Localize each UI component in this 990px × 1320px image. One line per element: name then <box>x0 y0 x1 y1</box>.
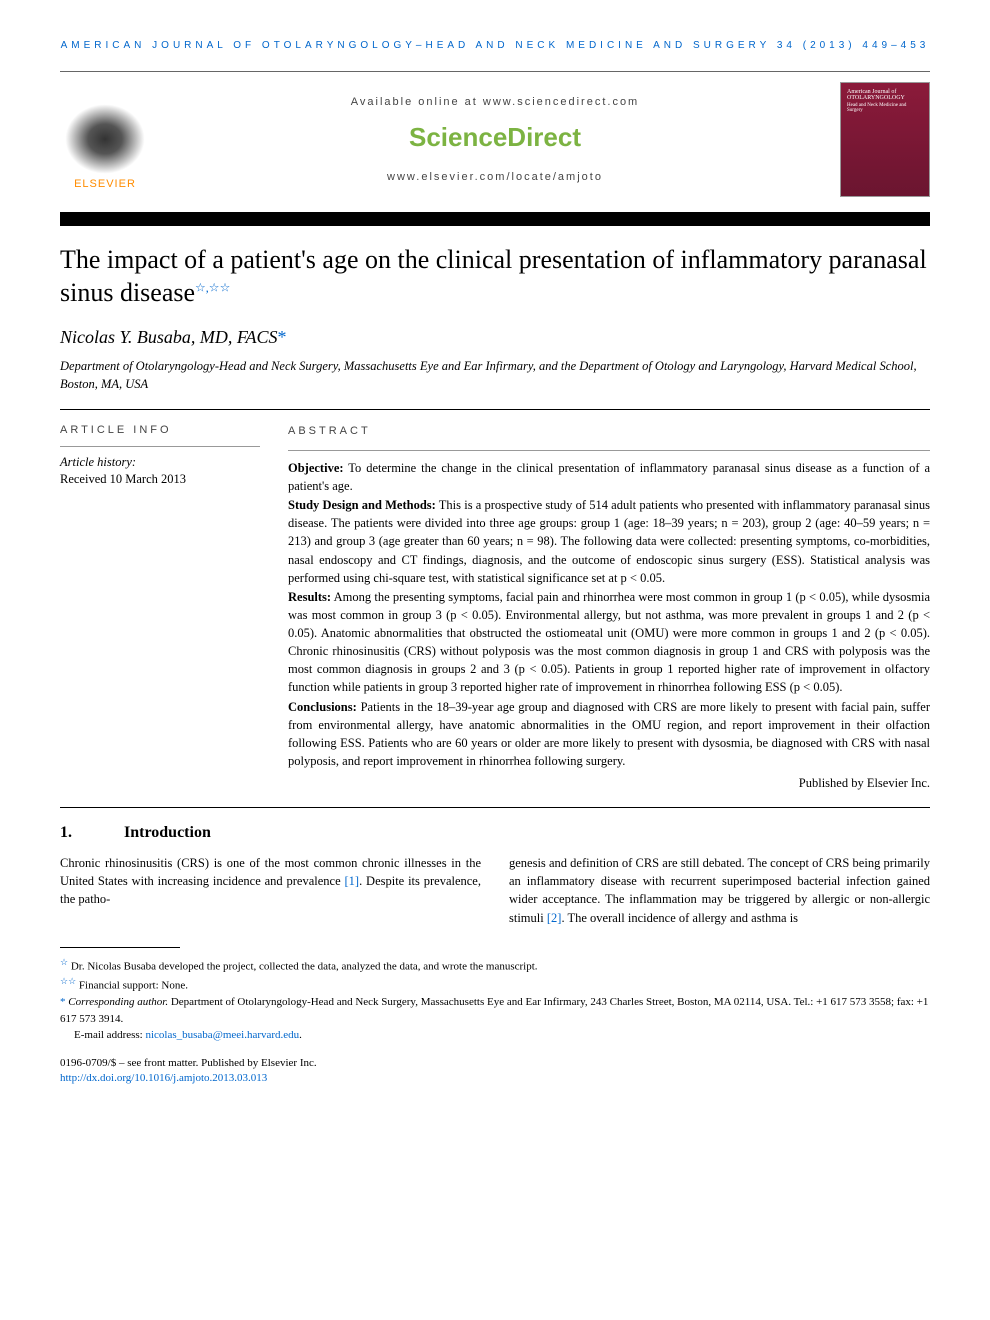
results-label: Results: <box>288 590 331 604</box>
email-period: . <box>299 1029 302 1041</box>
author-line: Nicolas Y. Busaba, MD, FACS* <box>60 327 930 348</box>
footnote-2-text: Financial support: None. <box>76 980 188 992</box>
conclusions-label: Conclusions: <box>288 700 357 714</box>
publisher-banner: ELSEVIER Available online at www.science… <box>60 71 930 212</box>
article-history-label: Article history: <box>60 455 260 470</box>
corr-author-label: Corresponding author. <box>66 996 169 1008</box>
section-title: Introduction <box>124 824 211 842</box>
author-name: Nicolas Y. Busaba, MD, FACS <box>60 327 278 347</box>
article-info-block: ARTICLE INFO Article history: Received 1… <box>60 424 260 793</box>
footnote-1-text: Dr. Nicolas Busaba developed the project… <box>68 960 537 972</box>
sciencedirect-logo[interactable]: ScienceDirect <box>150 122 840 153</box>
results-text: Among the presenting symptoms, facial pa… <box>288 590 930 695</box>
reference-link-1[interactable]: [1] <box>344 874 359 888</box>
horizontal-rule <box>60 807 930 808</box>
conclusions-text: Patients in the 18–39-year age group and… <box>288 700 930 768</box>
section-heading: 1. Introduction <box>60 824 930 842</box>
body-column-left: Chronic rhinosinusitis (CRS) is one of t… <box>60 854 481 927</box>
footnote-1: ☆ Dr. Nicolas Busaba developed the proje… <box>60 956 930 975</box>
info-rule <box>60 446 260 447</box>
corr-author-text: Department of Otolaryngology-Head and Ne… <box>60 996 928 1025</box>
elsevier-tree-icon <box>65 104 145 174</box>
doi-link[interactable]: http://dx.doi.org/10.1016/j.amjoto.2013.… <box>60 1071 930 1086</box>
corresponding-author-marker: * <box>278 327 287 347</box>
title-footnote-markers: ☆,☆☆ <box>195 280 230 294</box>
copyright-line: 0196-0709/$ – see front matter. Publishe… <box>60 1056 930 1071</box>
abstract-methods: Study Design and Methods: This is a pros… <box>288 496 930 587</box>
cover-subtitle: Head and Neck Medicine and Surgery <box>847 103 923 113</box>
info-abstract-row: ARTICLE INFO Article history: Received 1… <box>60 424 930 793</box>
journal-url[interactable]: www.elsevier.com/locate/amjoto <box>150 171 840 183</box>
reference-link-2[interactable]: [2] <box>547 911 562 925</box>
horizontal-rule <box>60 409 930 410</box>
body-text-columns: Chronic rhinosinusitis (CRS) is one of t… <box>60 854 930 927</box>
abstract-conclusions: Conclusions: Patients in the 18–39-year … <box>288 698 930 771</box>
corresponding-author-footnote: * Corresponding author. Department of Ot… <box>60 994 930 1027</box>
title-text: The impact of a patient's age on the cli… <box>60 245 927 307</box>
elsevier-label: ELSEVIER <box>74 178 136 190</box>
email-link[interactable]: nicolas_busaba@meei.harvard.edu <box>145 1029 299 1041</box>
body-column-right: genesis and definition of CRS are still … <box>509 854 930 927</box>
journal-cover-thumbnail: American Journal of OTOLARYNGOLOGY Head … <box>840 82 930 197</box>
abstract-rule <box>288 450 930 451</box>
abstract-block: ABSTRACT Objective: To determine the cha… <box>288 424 930 793</box>
footnotes-block: ☆ Dr. Nicolas Busaba developed the proje… <box>60 956 930 1044</box>
email-label: E-mail address: <box>74 1029 145 1041</box>
affiliation: Department of Otolaryngology-Head and Ne… <box>60 358 930 393</box>
running-header: AMERICAN JOURNAL OF OTOLARYNGOLOGY–HEAD … <box>60 40 930 51</box>
objective-text: To determine the change in the clinical … <box>288 461 930 493</box>
methods-label: Study Design and Methods: <box>288 498 436 512</box>
black-divider-bar <box>60 212 930 226</box>
abstract-objective: Objective: To determine the change in th… <box>288 459 930 495</box>
footnote-star-icon: ☆☆ <box>60 976 76 986</box>
article-history-date: Received 10 March 2013 <box>60 472 260 487</box>
footnote-star-icon: ☆ <box>60 957 68 967</box>
email-line: E-mail address: nicolas_busaba@meei.harv… <box>60 1027 930 1044</box>
abstract-heading: ABSTRACT <box>288 424 930 440</box>
footnotes-rule <box>60 947 180 948</box>
article-info-heading: ARTICLE INFO <box>60 424 260 436</box>
section-number: 1. <box>60 824 88 842</box>
objective-label: Objective: <box>288 461 344 475</box>
cover-title: American Journal of OTOLARYNGOLOGY <box>847 89 923 101</box>
abstract-results: Results: Among the presenting symptoms, … <box>288 588 930 697</box>
banner-center: Available online at www.sciencedirect.co… <box>150 96 840 183</box>
elsevier-logo: ELSEVIER <box>60 90 150 190</box>
available-online-text: Available online at www.sciencedirect.co… <box>150 96 840 108</box>
published-by: Published by Elsevier Inc. <box>288 774 930 792</box>
copyright-block: 0196-0709/$ – see front matter. Publishe… <box>60 1056 930 1087</box>
footnote-2: ☆☆ Financial support: None. <box>60 975 930 994</box>
article-title: The impact of a patient's age on the cli… <box>60 244 930 309</box>
body-text-2b: . The overall incidence of allergy and a… <box>561 911 798 925</box>
